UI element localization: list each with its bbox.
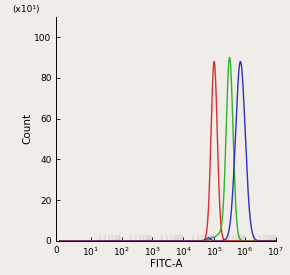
Text: (x10¹): (x10¹): [12, 6, 40, 14]
X-axis label: FITC-A: FITC-A: [150, 259, 182, 270]
Y-axis label: Count: Count: [23, 113, 33, 144]
